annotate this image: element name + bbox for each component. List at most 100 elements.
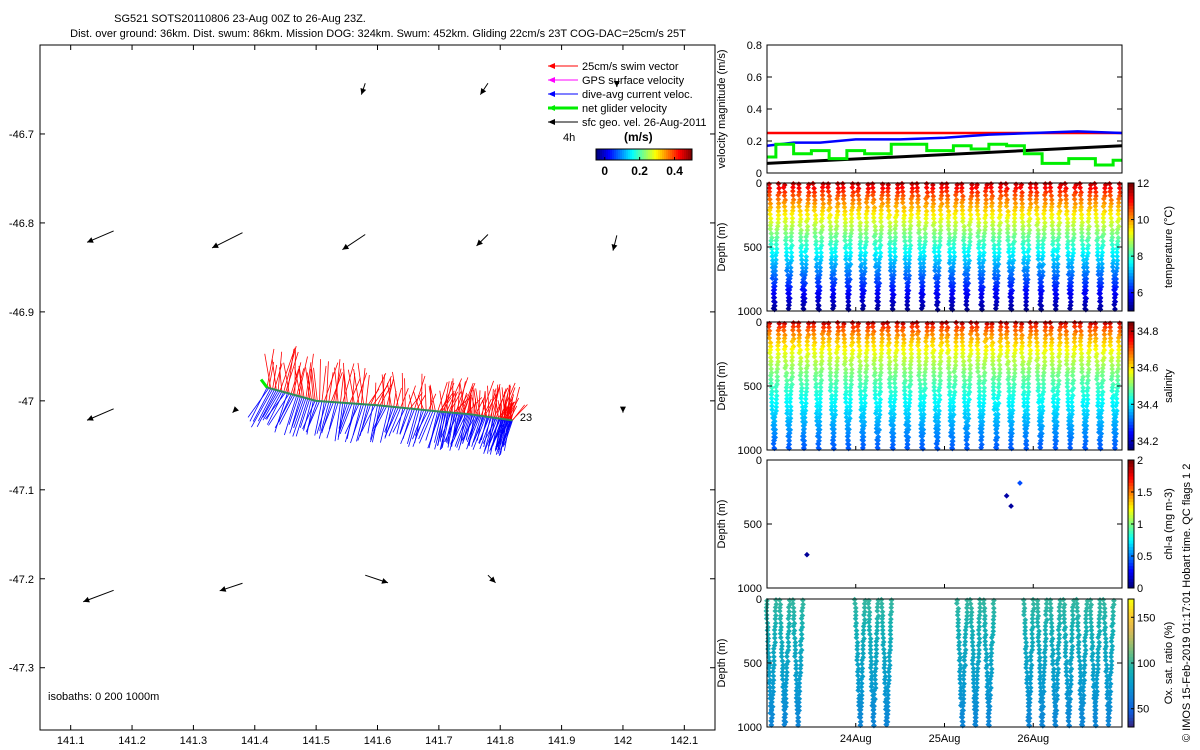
temperature-sample xyxy=(789,200,796,206)
temperature-sample xyxy=(812,212,819,219)
chl-colorbar-segment xyxy=(1128,492,1134,496)
temperature-sample xyxy=(781,192,788,199)
temperature-sample xyxy=(788,268,794,275)
dac-vector xyxy=(392,407,406,433)
oxygen-sample xyxy=(1027,657,1034,663)
colorbar-segment xyxy=(616,149,619,160)
temperature-sample xyxy=(803,261,809,268)
temperature-sample xyxy=(1047,188,1054,195)
oxygen-sample xyxy=(1055,627,1062,633)
swim-vector xyxy=(424,383,427,411)
chl-colorbar-segment xyxy=(1128,469,1134,474)
oxygen-sample xyxy=(1076,653,1082,660)
geo-vector-head xyxy=(342,243,350,250)
salinity-sample xyxy=(1079,380,1085,387)
temperature-sample xyxy=(810,180,816,187)
dac-vector xyxy=(439,412,450,451)
dac-vector xyxy=(262,390,279,418)
swim-vector xyxy=(444,381,453,413)
salinity-sample xyxy=(1035,376,1041,383)
temperature-sample xyxy=(841,204,848,211)
temperature-sample xyxy=(1003,181,1009,187)
swim-vector xyxy=(481,399,488,417)
chl-colorbar-segment xyxy=(1128,482,1134,487)
colorbar-segment xyxy=(632,149,635,160)
map-frame xyxy=(39,44,716,731)
salinity-sample xyxy=(929,342,936,349)
geo-vector-head xyxy=(613,81,620,88)
salinity-sample xyxy=(1037,444,1043,451)
oxygen-sample xyxy=(954,612,961,618)
temperature-colorbar-segment xyxy=(1128,259,1134,264)
dac-vector xyxy=(503,420,513,446)
temperature-colorbar-segment xyxy=(1128,275,1134,280)
dac-vector xyxy=(318,401,330,439)
temperature-sample xyxy=(1025,237,1032,244)
temperature-sample xyxy=(857,256,864,263)
temperature-sample xyxy=(833,215,840,221)
salinity-sample xyxy=(1093,376,1100,383)
colorbar-segment xyxy=(622,149,625,160)
oxygen-sample xyxy=(853,634,860,641)
chl-colorbar-segment xyxy=(1128,476,1134,480)
salinity-colorbar-segment xyxy=(1128,392,1134,397)
temperature-sample xyxy=(996,207,1003,214)
temperature-sample xyxy=(797,237,804,244)
chl-colorbar-tick-label: 0.5 xyxy=(1137,551,1152,563)
temperature-sample xyxy=(1033,199,1039,206)
salinity-sample xyxy=(789,327,796,333)
colorbar-segment xyxy=(664,149,667,160)
temperature-sample xyxy=(943,188,950,195)
colorbar-segment xyxy=(660,149,663,160)
salinity-sample xyxy=(1115,338,1122,345)
swim-vector xyxy=(294,350,296,396)
dac-vector xyxy=(419,410,434,444)
salinity-colorbar-segment xyxy=(1128,398,1134,403)
dac-vector xyxy=(338,403,351,434)
colorbar-segment xyxy=(688,149,691,160)
dac-vector xyxy=(449,413,460,451)
dac-vector xyxy=(256,389,277,428)
map-xtick-label: 141.3 xyxy=(180,735,208,747)
salinity-sample xyxy=(892,357,899,364)
salinity-sample xyxy=(1049,373,1056,379)
salinity-sample xyxy=(893,342,900,349)
oxygen-sample xyxy=(860,630,867,637)
dac-vector xyxy=(252,388,272,422)
chl-colorbar-segment xyxy=(1128,549,1134,554)
salinity-colorbar-tick-label: 34.4 xyxy=(1137,399,1158,411)
temperature-sample xyxy=(1064,245,1071,251)
dac-vector xyxy=(257,389,275,422)
salinity-sample xyxy=(929,331,936,338)
temperature-sample xyxy=(1005,237,1011,244)
legend-arrowhead xyxy=(548,91,555,97)
salinity-sample xyxy=(1079,369,1085,375)
salinity-colorbar-segment xyxy=(1128,360,1134,365)
geo-vector-head xyxy=(381,578,389,584)
temperature-sample xyxy=(767,226,774,232)
oxygen-sample xyxy=(886,658,893,664)
colorbar-segment xyxy=(646,149,649,160)
salinity-colorbar-segment xyxy=(1128,363,1134,368)
temperature-sample xyxy=(855,192,862,199)
salinity-sample xyxy=(1062,323,1069,330)
dac-vector xyxy=(288,395,299,426)
dac-vector xyxy=(408,409,420,447)
colorbar-tick-label: 0.2 xyxy=(631,164,648,178)
temperature-colorbar-segment xyxy=(1128,285,1134,290)
swim-vector xyxy=(448,391,458,413)
temperature-sample xyxy=(830,298,837,305)
salinity-sample xyxy=(996,357,1002,364)
temperature-sample xyxy=(798,234,804,240)
oxygen-sample xyxy=(867,631,873,638)
oxygen-sample xyxy=(874,608,881,614)
temperature-sample xyxy=(1107,211,1114,217)
dac-vector xyxy=(433,411,443,443)
temperature-sample xyxy=(790,192,796,199)
dac-vector xyxy=(357,404,371,441)
oxygen-sample xyxy=(988,661,994,668)
swim-vector xyxy=(343,369,348,404)
swim-vector xyxy=(483,398,492,417)
